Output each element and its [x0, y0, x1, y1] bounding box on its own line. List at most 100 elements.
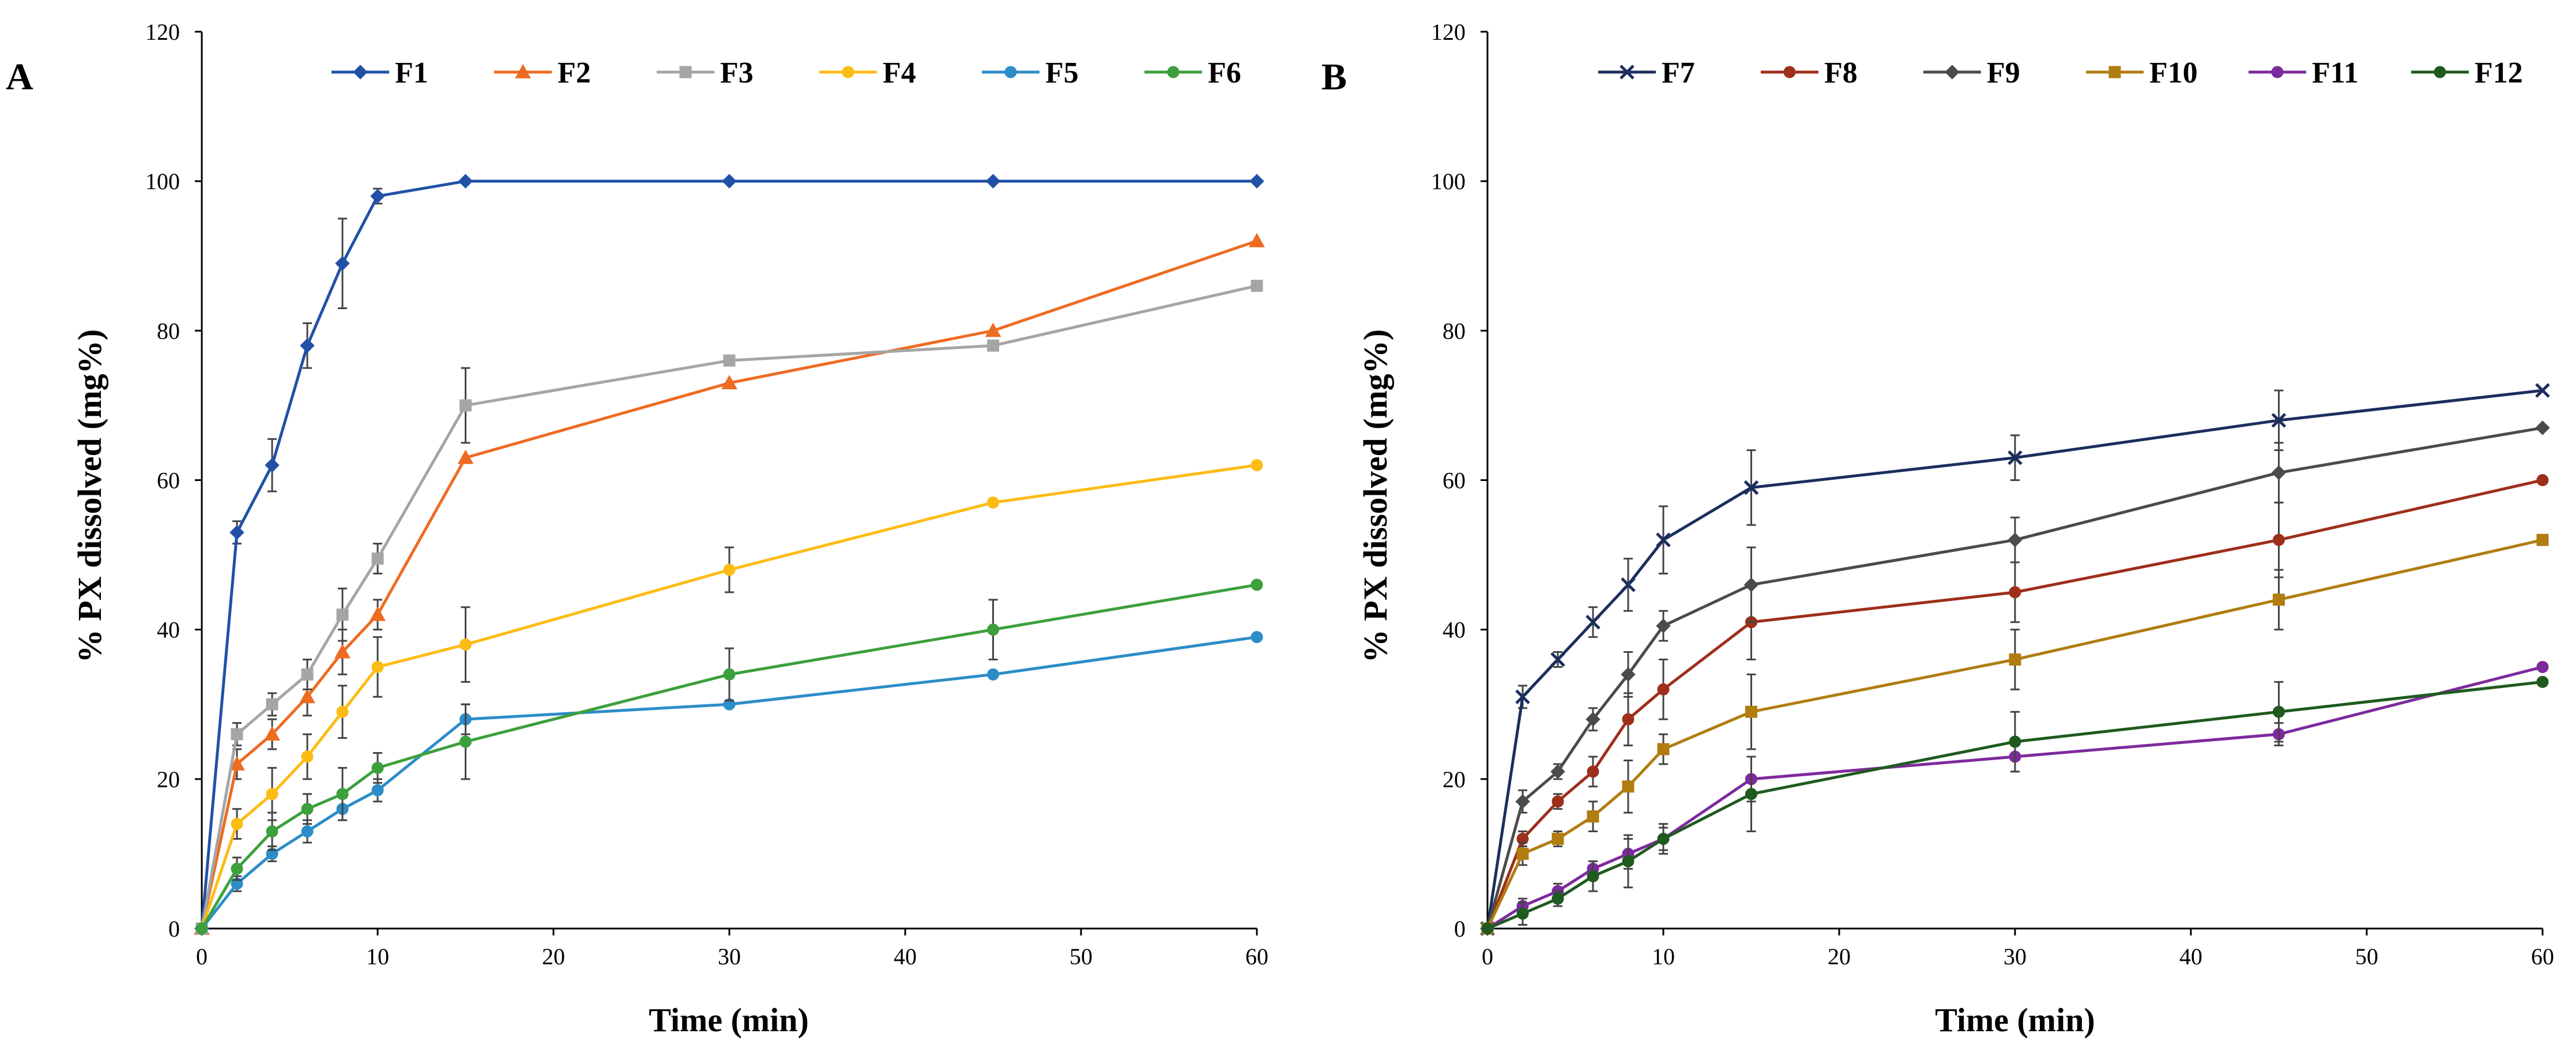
panel-b-data-point-f12	[2009, 735, 2021, 748]
panel-b-data-point-f12	[2273, 705, 2285, 718]
panel-a-data-point-f6	[231, 862, 243, 875]
panel-a-data-point-f3	[460, 399, 472, 412]
panel-b-legend-marker	[2108, 66, 2121, 78]
panel-a-data-point-f1	[722, 174, 737, 189]
panel-a-legend-item-f6: F6	[1144, 57, 1241, 89]
panel-b-legend-label: F11	[2312, 57, 2359, 89]
panel-a-x-tick-label: 40	[894, 944, 917, 969]
panel-b-data-point-f10	[1516, 847, 1529, 860]
panel-b-series-line-f12	[1487, 680, 2543, 930]
panel-a-data-point-f2	[299, 689, 315, 704]
panel-b-legend-item-f12: F12	[2411, 57, 2523, 89]
panel-b-y-tick-label: 100	[1431, 168, 1466, 194]
panel-b-series-line-f10	[1486, 538, 2543, 930]
panel-b-series-f9	[1480, 420, 2550, 936]
panel-a-x-tick-label: 30	[718, 944, 741, 969]
panel-b-x-tick-label: 60	[2531, 944, 2554, 969]
panel-a-series-line-f3	[200, 284, 1257, 929]
panel-a-legend-marker	[515, 63, 531, 78]
panel-b-data-point-f10	[2273, 593, 2285, 606]
panel-b-x-tick-label: 50	[2355, 944, 2378, 969]
panel-b-legend-item-f10: F10	[2086, 57, 2198, 89]
panel-a-series-f4	[195, 459, 1263, 935]
panel-b-x-tick-label: 40	[2179, 944, 2202, 969]
panel-b-data-point-f9	[2535, 420, 2550, 435]
panel-a-x-tick-label: 10	[366, 944, 389, 969]
panel-b-data-point-f12	[1481, 922, 1494, 935]
panel-a-data-point-f1	[229, 525, 244, 540]
panel-b-data-point-f9	[2008, 532, 2023, 547]
panel-a-legend-label: F2	[558, 57, 591, 89]
panel-a-data-point-f2	[721, 375, 737, 389]
panel-a-legend-marker	[353, 65, 368, 80]
panel-b-series-f11	[1481, 660, 2549, 935]
panel-b-series-f10	[1481, 533, 2549, 935]
panel-b-y-tick-label: 60	[1443, 468, 1466, 494]
panel-b-data-point-f8	[2536, 474, 2549, 486]
panel-a-y-tick-label: 120	[145, 19, 180, 45]
panel-a-data-point-f3	[266, 698, 278, 711]
panel-a-data-point-f1	[335, 256, 350, 271]
panel-a-legend-item-f2: F2	[494, 57, 591, 89]
panel-a-data-point-f6	[266, 825, 278, 838]
panel-a-series-line-f1	[200, 179, 1257, 929]
panel-b-data-point-f7	[2535, 383, 2550, 398]
panel-b-y-tick-label: 0	[1454, 916, 1466, 942]
panel-b-data-point-f9	[1743, 577, 1759, 592]
panel-b-data-point-f10	[1745, 705, 1757, 718]
panel-b-y-tick-label: 80	[1443, 318, 1466, 344]
panel-b-data-point-f12	[1622, 855, 1635, 867]
panel-b-data-point-f10	[2009, 653, 2021, 666]
panel-b-legend-marker	[1620, 65, 1635, 80]
panel-a-data-point-f4	[371, 660, 384, 673]
panel-a-data-point-f6	[336, 788, 349, 801]
panel-a-data-point-f2	[370, 606, 386, 621]
panel-b-legend-item-f9: F9	[1923, 57, 2020, 89]
panel-b-data-point-f12	[2536, 675, 2549, 688]
panel-a-data-point-f4	[1251, 459, 1263, 472]
panel-a-legend-label: F3	[720, 57, 754, 89]
panel-b-data-point-f10	[2536, 533, 2549, 546]
panel-b-legend-item-f8: F8	[1761, 57, 1858, 89]
panel-a-data-point-f2	[334, 644, 351, 659]
panel-a-legend-marker	[1004, 66, 1017, 78]
panel-b-data-point-f12	[1551, 892, 1564, 905]
panel-a-data-point-f4	[231, 818, 243, 830]
panel-a-data-point-f4	[987, 496, 999, 509]
panel-a-data-point-f3	[1251, 280, 1263, 292]
panel-b-x-tick-label: 10	[1652, 944, 1675, 969]
panel-a-data-point-f4	[460, 638, 472, 651]
panel-b-y-tick-label: 20	[1443, 766, 1466, 792]
panel-b-data-point-f8	[1587, 765, 1599, 778]
panel-b-data-point-f9	[1550, 764, 1565, 779]
panel-a-series-f1	[194, 174, 1264, 936]
panel-b-x-tick-label: 20	[1828, 944, 1851, 969]
panel-a-series-line-f6	[200, 583, 1257, 930]
panel-b-data-point-f10	[1587, 810, 1599, 823]
panel-a-data-point-f2	[1249, 232, 1265, 247]
panel-b-data-point-f12	[1745, 788, 1757, 801]
panel-b-y-tick-label: 120	[1431, 19, 1466, 45]
panel-a-data-point-f5	[1251, 631, 1263, 644]
panel-a-y-tick-label: 60	[157, 468, 180, 494]
panel-b-legend-label: F9	[1987, 57, 2020, 89]
panel-a-letter: A	[6, 56, 33, 98]
panel-b-x-tick-label: 30	[2003, 944, 2027, 969]
panel-a-data-point-f3	[301, 668, 314, 681]
panel-a-data-point-f3	[987, 339, 999, 352]
panel-a-legend-label: F1	[395, 57, 428, 89]
panel-b-series-f12	[1481, 675, 2549, 935]
panel-a-legend-label: F5	[1045, 57, 1079, 89]
panel-a-data-point-f3	[336, 608, 349, 621]
panel-b-data-point-f8	[1657, 683, 1670, 696]
panel-a-data-point-f3	[723, 354, 736, 367]
panel-b-data-point-f8	[1622, 713, 1635, 726]
panel-b: B Time (min) % PX dissolved (mg%) 0 20 40 6…	[1321, 19, 2554, 1039]
panel-a-legend-item-f3: F3	[657, 57, 754, 89]
panel-a-legend-item-f1: F1	[332, 57, 428, 89]
panel-a-legend-marker	[1167, 66, 1180, 78]
panel-b-data-point-f8	[1551, 795, 1564, 808]
panel-a-data-point-f1	[370, 189, 385, 204]
panel-b-data-point-f9	[1585, 712, 1600, 727]
